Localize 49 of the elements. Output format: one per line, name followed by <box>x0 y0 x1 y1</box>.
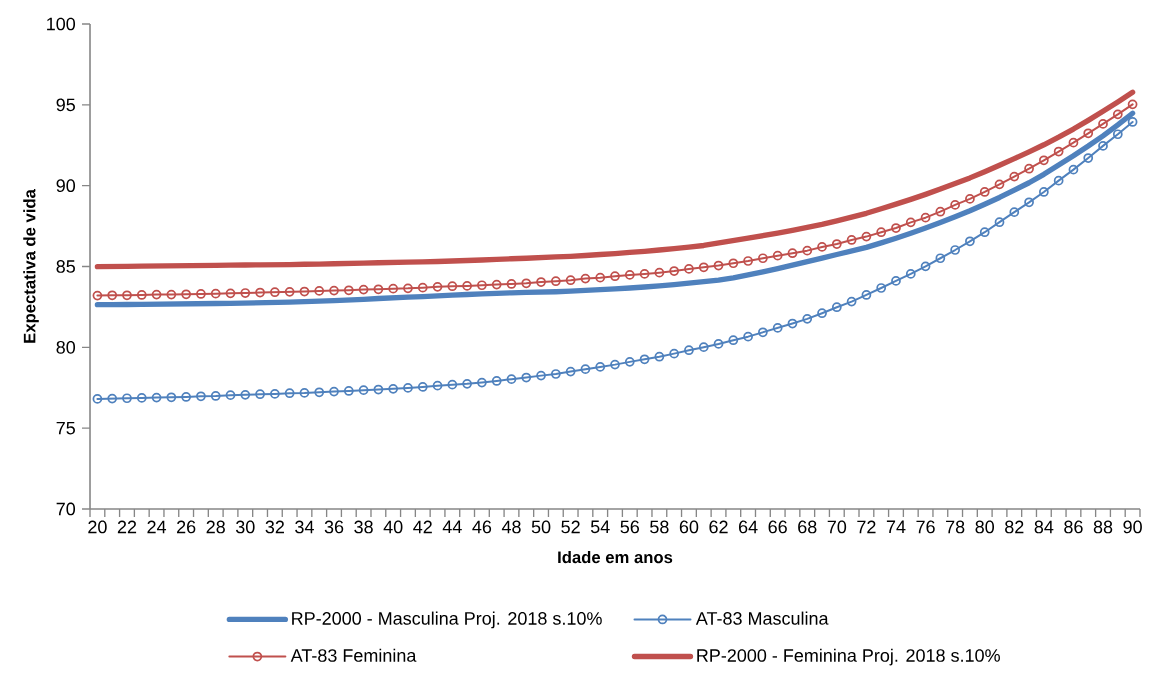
legend-label: RP-2000 - Masculina Proj. 2018 s.10% <box>292 611 602 629</box>
x-tick-label: 38 <box>354 520 373 534</box>
x-tick-label: 54 <box>590 520 610 534</box>
x-tick-label: 90 <box>1123 520 1142 534</box>
x-tick-label: 30 <box>235 520 255 534</box>
x-tick-label: 88 <box>1093 520 1113 534</box>
x-tick-label: 40 <box>383 520 403 534</box>
legend-label: AT-83 Masculina <box>695 611 829 625</box>
y-tick-label: 75 <box>56 421 75 435</box>
x-tick-label: 24 <box>147 520 167 534</box>
x-tick-label: 32 <box>265 520 284 534</box>
x-tick-label: 28 <box>206 520 225 534</box>
y-tick-label: 70 <box>56 502 76 516</box>
x-tick-label: 64 <box>739 520 758 534</box>
x-tick-label: 62 <box>709 520 728 534</box>
x-tick-label: 58 <box>650 520 669 534</box>
y-axis-title: Expectativa de vida <box>23 189 39 343</box>
x-tick-label: 42 <box>413 520 432 534</box>
y-tick-label: 90 <box>56 179 76 193</box>
legend-label: RP-2000 - Feminina Proj. 2018 s.10% <box>697 648 1000 666</box>
x-tick-label: 66 <box>768 520 787 534</box>
x-tick-label: 36 <box>324 520 344 534</box>
legend-label: AT-83 Feminina <box>290 648 417 662</box>
y-tick-label: 100 <box>47 17 76 31</box>
x-tick-label: 70 <box>827 520 847 534</box>
x-tick-label: 80 <box>975 520 995 534</box>
y-tick-label: 80 <box>56 340 76 354</box>
x-tick-label: 46 <box>472 520 492 534</box>
x-tick-label: 50 <box>531 520 551 534</box>
x-tick-label: 52 <box>561 520 580 534</box>
x-tick-label: 48 <box>501 520 521 534</box>
x-axis-title: Idade em anos <box>558 550 673 564</box>
x-tick-label: 84 <box>1034 520 1054 534</box>
x-tick-label: 78 <box>946 520 965 534</box>
x-tick-label: 72 <box>857 520 876 534</box>
x-tick-label: 22 <box>117 520 137 534</box>
x-tick-label: 34 <box>295 520 314 534</box>
x-tick-label: 56 <box>620 520 640 534</box>
y-tick-label: 85 <box>56 260 75 273</box>
x-tick-label: 86 <box>1064 520 1083 534</box>
x-tick-label: 82 <box>1005 520 1024 534</box>
x-tick-label: 20 <box>88 520 107 534</box>
y-tick-label: 95 <box>56 98 75 112</box>
x-tick-label: 76 <box>916 520 935 534</box>
x-tick-label: 26 <box>177 520 196 534</box>
x-tick-label: 74 <box>886 520 906 533</box>
x-tick-label: 68 <box>798 520 817 534</box>
x-tick-label: 44 <box>442 520 462 533</box>
x-tick-label: 60 <box>679 520 699 534</box>
